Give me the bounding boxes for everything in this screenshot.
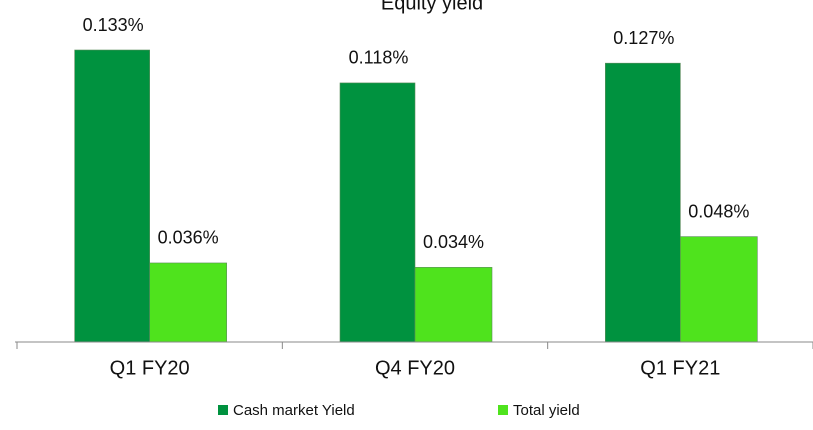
- legend-swatch: [498, 405, 508, 415]
- value-label: 0.127%: [613, 28, 674, 48]
- value-label: 0.036%: [158, 228, 219, 248]
- chart-title: Equity yield: [381, 0, 483, 14]
- bar: [339, 82, 416, 343]
- legend-label: Total yield: [513, 402, 580, 419]
- bar: [149, 262, 227, 343]
- x-tick-label: Q1 FY21: [640, 357, 720, 379]
- bar: [414, 267, 493, 343]
- x-tick-label: Q1 FY20: [110, 357, 190, 379]
- value-label: 0.034%: [423, 232, 484, 252]
- value-label: 0.133%: [83, 15, 144, 35]
- bar: [74, 49, 150, 343]
- legend-swatch: [218, 405, 228, 415]
- x-tick-label: Q4 FY20: [375, 357, 455, 379]
- value-label: 0.048%: [688, 201, 749, 221]
- value-label: 0.118%: [349, 48, 409, 68]
- legend-label: Cash market Yield: [233, 402, 355, 419]
- bar: [605, 62, 681, 343]
- bar: [680, 236, 758, 343]
